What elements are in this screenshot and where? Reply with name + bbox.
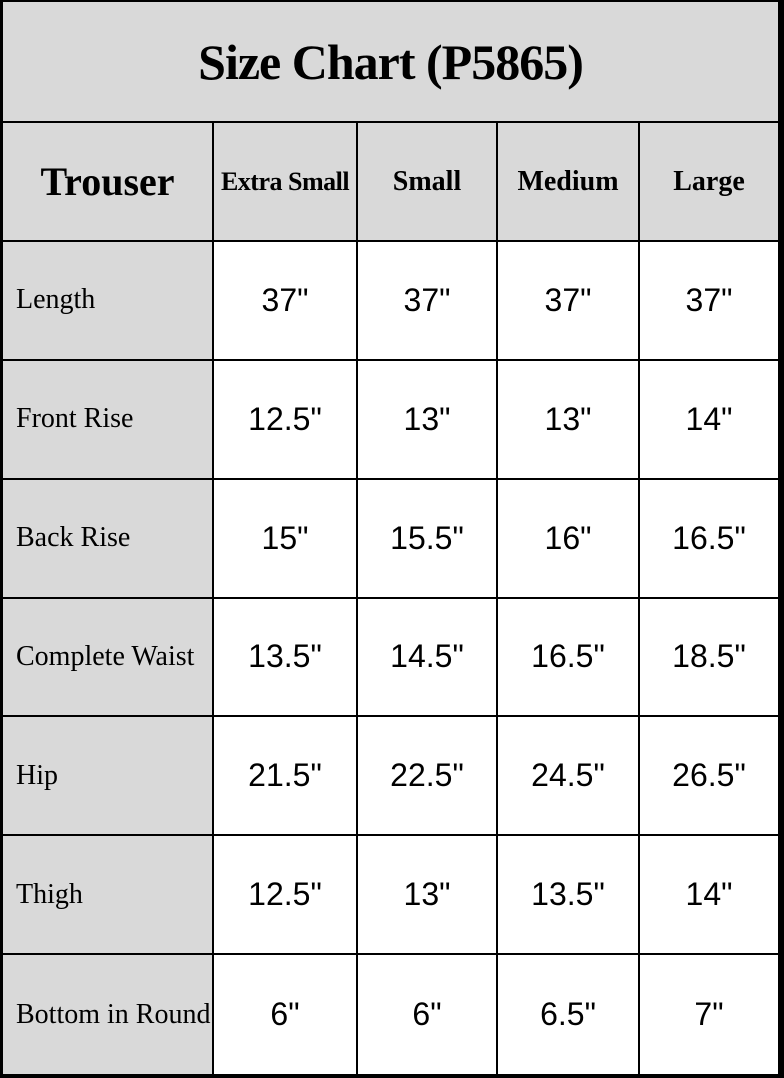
- value-bottom-in-round-medium: 6.5": [498, 955, 640, 1074]
- value-front-rise-extra-small: 12.5": [214, 360, 358, 480]
- value-back-rise-medium: 16": [498, 479, 640, 599]
- row-label-bottom-in-round: Bottom in Round: [3, 955, 214, 1074]
- value-thigh-medium: 13.5": [498, 836, 640, 956]
- row-label-thigh: Thigh: [3, 836, 214, 956]
- chart-title: Size Chart (P5865): [3, 2, 778, 123]
- value-hip-small: 22.5": [358, 717, 498, 837]
- column-header-large: Large: [640, 123, 778, 242]
- value-thigh-large: 14": [640, 836, 778, 956]
- value-back-rise-large: 16.5": [640, 479, 778, 599]
- column-header-medium: Medium: [498, 123, 640, 242]
- value-complete-waist-small: 14.5": [358, 598, 498, 718]
- value-thigh-extra-small: 12.5": [214, 836, 358, 956]
- value-hip-medium: 24.5": [498, 717, 640, 837]
- value-complete-waist-extra-small: 13.5": [214, 598, 358, 718]
- value-hip-extra-small: 21.5": [214, 717, 358, 837]
- corner-header-trouser: Trouser: [3, 123, 214, 242]
- row-label-back-rise: Back Rise: [3, 479, 214, 599]
- value-hip-large: 26.5": [640, 717, 778, 837]
- value-front-rise-medium: 13": [498, 360, 640, 480]
- value-back-rise-extra-small: 15": [214, 479, 358, 599]
- column-header-small: Small: [358, 123, 498, 242]
- value-length-small: 37": [358, 242, 498, 361]
- value-bottom-in-round-large: 7": [640, 955, 778, 1074]
- value-front-rise-small: 13": [358, 360, 498, 480]
- value-bottom-in-round-small: 6": [358, 955, 498, 1074]
- value-length-large: 37": [640, 242, 778, 361]
- row-label-complete-waist: Complete Waist: [3, 598, 214, 718]
- value-back-rise-small: 15.5": [358, 479, 498, 599]
- value-length-extra-small: 37": [214, 242, 358, 361]
- row-label-hip: Hip: [3, 717, 214, 837]
- value-front-rise-large: 14": [640, 360, 778, 480]
- row-label-length: Length: [3, 242, 214, 361]
- row-label-front-rise: Front Rise: [3, 360, 214, 480]
- value-complete-waist-large: 18.5": [640, 598, 778, 718]
- value-complete-waist-medium: 16.5": [498, 598, 640, 718]
- value-thigh-small: 13": [358, 836, 498, 956]
- column-header-extra-small: Extra Small: [214, 123, 358, 242]
- value-bottom-in-round-extra-small: 6": [214, 955, 358, 1074]
- value-length-medium: 37": [498, 242, 640, 361]
